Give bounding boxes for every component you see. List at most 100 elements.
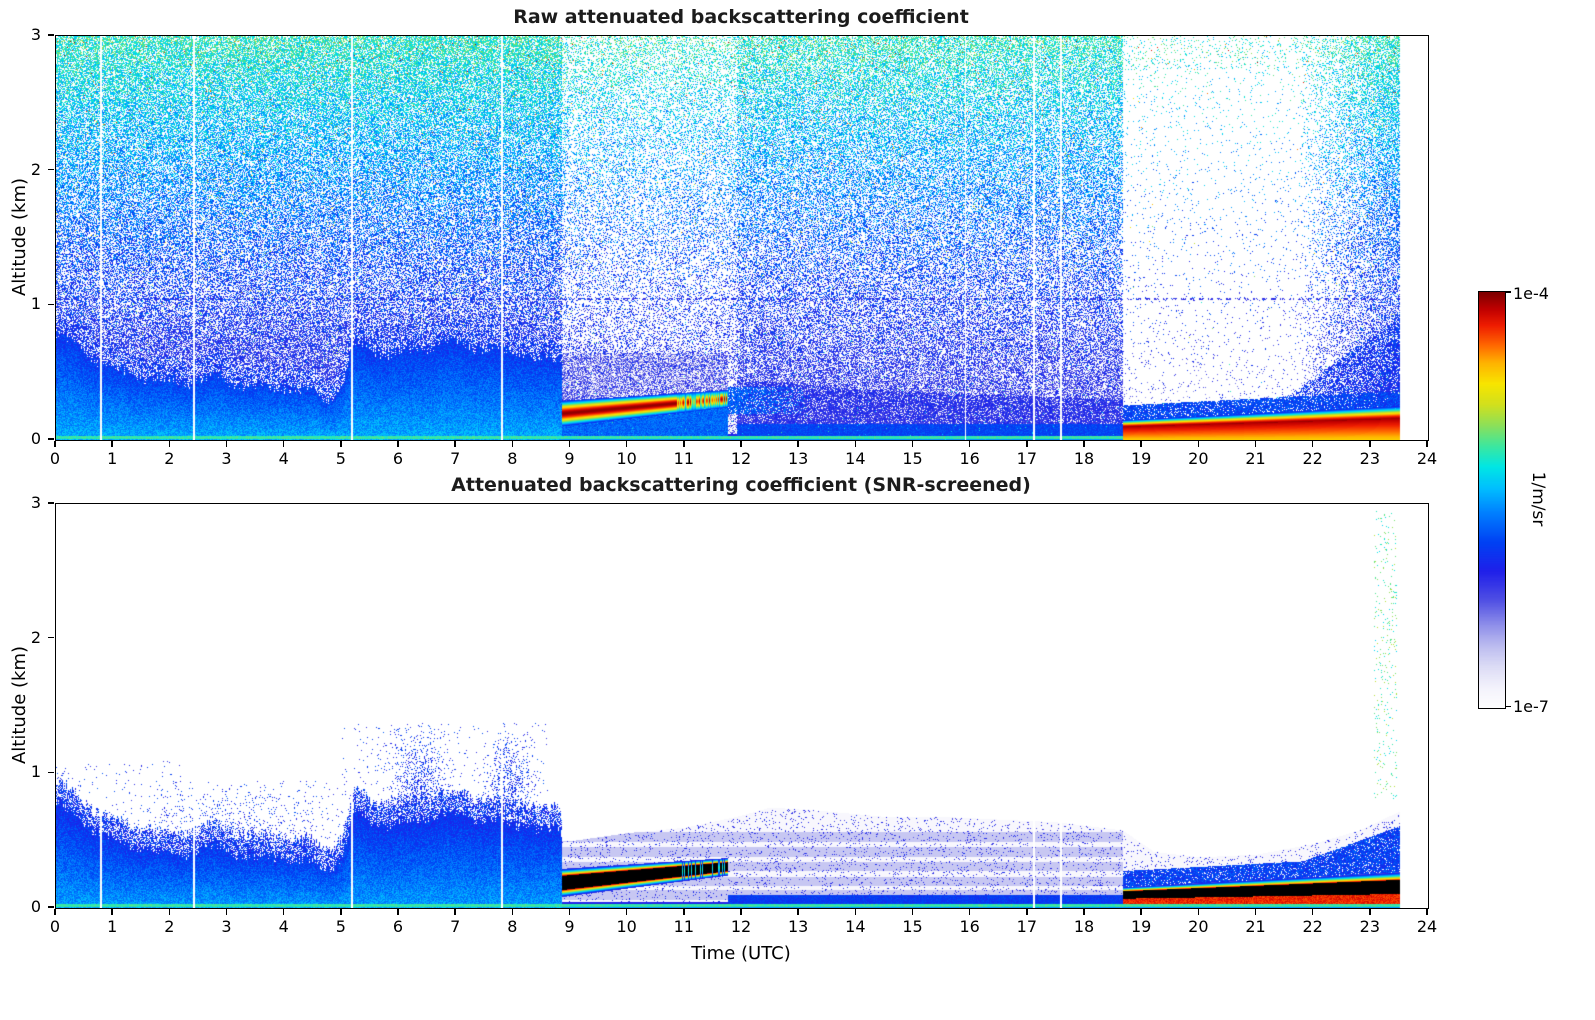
screened-panel-title: Attenuated backscattering coefficient (S… xyxy=(451,474,1031,496)
x-tick-mark xyxy=(683,440,685,447)
y-tick-label: 0 xyxy=(30,429,41,448)
x-tick-label: 7 xyxy=(450,917,461,936)
x-tick-label: 2 xyxy=(164,917,175,936)
x-tick-mark xyxy=(225,440,228,447)
x-tick-label: 6 xyxy=(392,917,404,936)
x-tick-mark xyxy=(568,908,571,915)
x-tick-mark xyxy=(740,908,742,915)
x-tick-mark xyxy=(54,440,56,447)
x-tick-label: 20 xyxy=(1188,449,1209,468)
x-tick-label: 5 xyxy=(335,449,346,468)
x-tick-mark xyxy=(683,908,685,915)
x-tick-mark xyxy=(1026,440,1028,447)
x-tick-mark xyxy=(1083,440,1085,447)
x-tick-label: 23 xyxy=(1359,917,1380,936)
x-tick-label: 2 xyxy=(164,449,175,468)
y-tick-mark xyxy=(47,771,54,774)
x-tick-label: 16 xyxy=(959,449,980,468)
y-tick-label: 2 xyxy=(30,627,41,647)
raw-panel-title: Raw attenuated backscattering coefficien… xyxy=(513,6,969,28)
x-tick-mark xyxy=(168,908,171,915)
colorbar-max-label: 1e-4 xyxy=(1513,284,1549,303)
x-tick-mark xyxy=(740,440,742,447)
x-tick-mark xyxy=(1254,440,1257,447)
x-tick-label: 10 xyxy=(616,917,637,936)
y-tick-label: 0 xyxy=(30,897,41,916)
x-tick-label: 8 xyxy=(507,917,518,936)
x-tick-mark xyxy=(911,440,914,447)
x-tick-label: 17 xyxy=(1016,449,1037,468)
y-tick-mark xyxy=(47,636,54,639)
x-tick-label: 10 xyxy=(616,449,637,468)
x-tick-label: 12 xyxy=(730,917,752,936)
x-tick-mark xyxy=(511,440,514,447)
x-tick-label: 9 xyxy=(564,917,575,936)
x-tick-mark xyxy=(797,908,799,915)
x-tick-mark xyxy=(911,908,914,915)
colorbar-max-tick xyxy=(1505,291,1511,293)
x-tick-label: 4 xyxy=(278,917,289,936)
x-tick-mark xyxy=(1311,440,1314,447)
x-tick-label: 22 xyxy=(1302,449,1323,468)
x-tick-mark xyxy=(454,908,456,915)
x-tick-mark xyxy=(968,908,971,915)
x-tick-mark xyxy=(340,908,342,915)
x-tick-mark xyxy=(511,908,514,915)
x-tick-label: 22 xyxy=(1302,917,1323,936)
colorbar xyxy=(1478,291,1506,709)
x-tick-mark xyxy=(1369,908,1371,915)
x-tick-mark xyxy=(1026,908,1028,915)
x-tick-mark xyxy=(854,440,857,447)
x-tick-label: 18 xyxy=(1073,449,1095,468)
x-tick-mark xyxy=(1197,440,1200,447)
y-tick-mark xyxy=(47,168,54,171)
x-tick-mark xyxy=(1426,908,1428,915)
colorbar-canvas xyxy=(1479,292,1505,708)
x-tick-mark xyxy=(397,908,399,915)
x-tick-mark xyxy=(282,908,285,915)
colorbar-unit-label: 1/m/sr xyxy=(1528,471,1548,527)
x-tick-label: 16 xyxy=(959,917,980,936)
x-tick-mark xyxy=(54,908,56,915)
y-tick-mark xyxy=(47,34,54,36)
x-tick-label: 11 xyxy=(673,917,694,936)
colorbar-min-tick xyxy=(1505,705,1511,707)
x-tick-mark xyxy=(454,440,456,447)
x-tick-mark xyxy=(1426,440,1428,447)
screened-heatmap-canvas xyxy=(56,504,1428,908)
x-tick-mark xyxy=(168,440,171,447)
x-tick-mark xyxy=(1311,908,1314,915)
x-tick-label: 9 xyxy=(564,449,575,468)
x-tick-mark xyxy=(340,440,342,447)
x-tick-mark xyxy=(282,440,285,447)
y-tick-label: 2 xyxy=(30,159,41,179)
x-tick-mark xyxy=(625,440,628,447)
x-tick-mark xyxy=(968,440,971,447)
x-tick-label: 3 xyxy=(221,917,232,936)
y-tick-mark xyxy=(47,906,54,908)
x-tick-mark xyxy=(1083,908,1085,915)
x-axis-label: Time (UTC) xyxy=(691,943,791,964)
x-tick-label: 24 xyxy=(1416,917,1438,936)
x-tick-mark xyxy=(111,440,113,447)
x-tick-label: 3 xyxy=(221,449,232,468)
x-tick-label: 13 xyxy=(787,917,809,936)
x-tick-label: 17 xyxy=(1016,917,1037,936)
x-tick-label: 19 xyxy=(1130,917,1152,936)
screened-plot-area xyxy=(55,503,1429,909)
x-tick-label: 14 xyxy=(845,449,866,468)
x-tick-mark xyxy=(568,440,571,447)
x-tick-label: 4 xyxy=(278,449,289,468)
x-tick-mark xyxy=(1254,908,1257,915)
x-tick-label: 15 xyxy=(902,449,923,468)
x-tick-label: 12 xyxy=(730,449,752,468)
x-tick-label: 21 xyxy=(1245,917,1266,936)
y-tick-mark xyxy=(47,438,54,440)
x-tick-mark xyxy=(397,440,399,447)
x-tick-label: 18 xyxy=(1073,917,1095,936)
x-tick-mark xyxy=(1369,440,1371,447)
raw-plot-area xyxy=(55,35,1429,441)
x-tick-label: 0 xyxy=(49,917,61,936)
x-tick-label: 6 xyxy=(392,449,404,468)
raw-heatmap-canvas xyxy=(56,36,1428,440)
